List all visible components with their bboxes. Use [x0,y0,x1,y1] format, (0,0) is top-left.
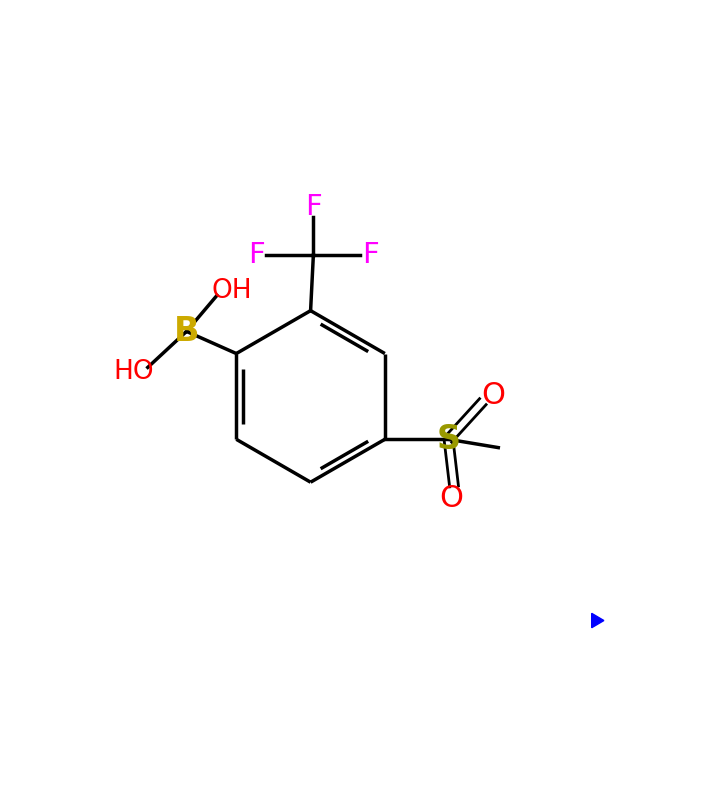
Text: F: F [305,192,322,221]
Text: OH: OH [211,278,251,304]
Text: O: O [481,381,505,410]
Polygon shape [592,613,604,628]
Text: O: O [439,484,463,513]
Text: S: S [436,423,461,456]
Text: B: B [174,315,199,348]
Text: F: F [362,241,378,269]
Text: HO: HO [114,359,154,385]
Text: F: F [248,241,265,269]
